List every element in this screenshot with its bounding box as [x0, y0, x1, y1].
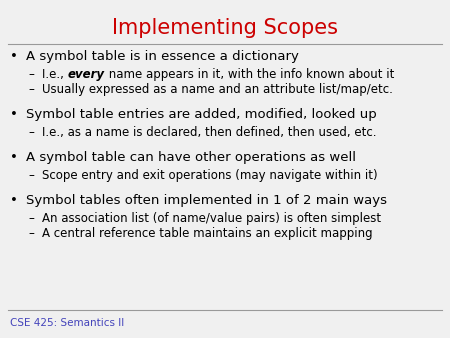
Text: –: – — [28, 68, 34, 81]
Text: A central reference table maintains an explicit mapping: A central reference table maintains an e… — [42, 227, 373, 240]
Text: Symbol tables often implemented in 1 of 2 main ways: Symbol tables often implemented in 1 of … — [26, 194, 387, 207]
Text: •: • — [10, 108, 18, 121]
Text: A symbol table can have other operations as well: A symbol table can have other operations… — [26, 151, 356, 164]
Text: An association list (of name/value pairs) is often simplest: An association list (of name/value pairs… — [42, 212, 381, 225]
Text: –: – — [28, 212, 34, 225]
Text: Scope entry and exit operations (may navigate within it): Scope entry and exit operations (may nav… — [42, 169, 378, 182]
Text: •: • — [10, 151, 18, 164]
Text: Symbol table entries are added, modified, looked up: Symbol table entries are added, modified… — [26, 108, 377, 121]
Text: •: • — [10, 50, 18, 63]
Text: •: • — [10, 194, 18, 207]
Text: A symbol table is in essence a dictionary: A symbol table is in essence a dictionar… — [26, 50, 299, 63]
Text: name appears in it, with the info known about it: name appears in it, with the info known … — [104, 68, 394, 81]
Text: Usually expressed as a name and an attribute list/map/etc.: Usually expressed as a name and an attri… — [42, 83, 393, 96]
Text: every: every — [68, 68, 104, 81]
Text: I.e., as a name is declared, then defined, then used, etc.: I.e., as a name is declared, then define… — [42, 126, 377, 139]
Text: I.e.,: I.e., — [42, 68, 68, 81]
Text: Implementing Scopes: Implementing Scopes — [112, 18, 338, 38]
Text: –: – — [28, 126, 34, 139]
Text: CSE 425: Semantics II: CSE 425: Semantics II — [10, 318, 124, 328]
Text: –: – — [28, 169, 34, 182]
Text: –: – — [28, 83, 34, 96]
Text: –: – — [28, 227, 34, 240]
